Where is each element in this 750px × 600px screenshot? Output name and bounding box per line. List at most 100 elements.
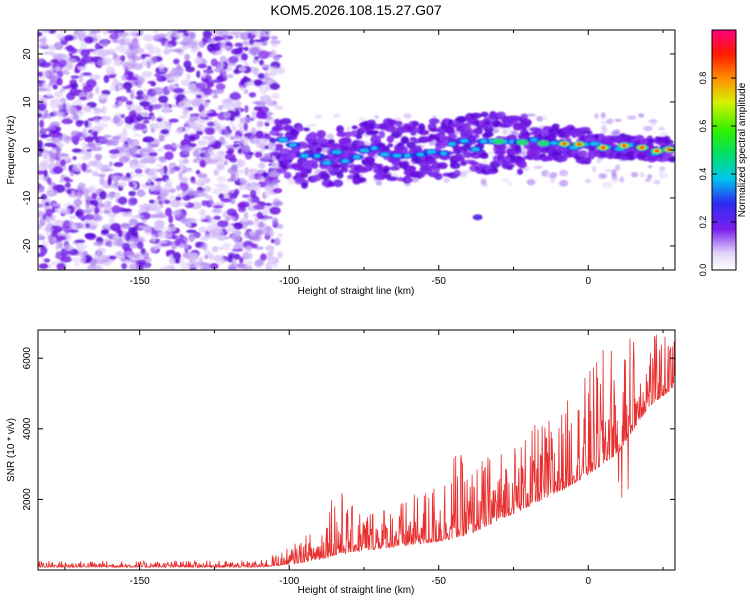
snr-axes: -150 -100 -50 0 2000 4000 6000 bbox=[22, 330, 675, 587]
noise-blob bbox=[51, 203, 61, 207]
band-blob bbox=[429, 127, 440, 132]
noise-blob bbox=[121, 95, 127, 101]
noise-blob bbox=[274, 105, 284, 110]
noise-blob bbox=[74, 69, 81, 74]
noise-blob bbox=[100, 115, 112, 122]
band-halo-blob bbox=[333, 113, 341, 118]
noise-blob bbox=[54, 33, 64, 39]
noise-blob bbox=[96, 247, 107, 254]
noise-blob bbox=[233, 222, 244, 230]
noise-blob bbox=[252, 67, 260, 77]
noise-blob bbox=[216, 220, 229, 228]
chart-title: KOM5.2026.108.15.27.G07 bbox=[270, 2, 441, 18]
noise-blob bbox=[38, 82, 43, 87]
band-blob bbox=[355, 133, 363, 140]
noise-blob bbox=[225, 125, 230, 130]
band-blob bbox=[418, 172, 426, 178]
noise-blob bbox=[155, 213, 164, 219]
band-blob bbox=[303, 162, 315, 170]
band-blob bbox=[397, 177, 405, 182]
noise-blob bbox=[173, 58, 180, 65]
noise-blob bbox=[94, 86, 100, 94]
band-core-cyan bbox=[550, 141, 559, 145]
noise-blob bbox=[188, 143, 197, 148]
noise-blob bbox=[178, 176, 189, 182]
noise-blob bbox=[158, 33, 167, 38]
noise-blob bbox=[43, 30, 50, 34]
noise-blob bbox=[195, 130, 204, 136]
noise-blob bbox=[215, 83, 226, 91]
noise-blob bbox=[150, 56, 158, 64]
noise-blob bbox=[101, 261, 111, 266]
band-halo-blob bbox=[639, 171, 646, 178]
noise-blob bbox=[81, 132, 89, 137]
noise-blob bbox=[238, 158, 243, 168]
noise-blob bbox=[256, 30, 266, 37]
noise-blob bbox=[168, 214, 174, 224]
noise-blob bbox=[174, 48, 183, 53]
band-core-red bbox=[639, 146, 645, 150]
noise-blob bbox=[77, 30, 87, 35]
band-blob bbox=[463, 151, 473, 159]
noise-blob bbox=[154, 219, 165, 229]
noise-blob bbox=[164, 151, 174, 161]
noise-blob bbox=[175, 196, 182, 201]
snr-xlabel: Height of straight line (km) bbox=[298, 585, 415, 596]
noise-blob bbox=[271, 42, 277, 48]
noise-blob bbox=[269, 263, 279, 268]
noise-blob bbox=[98, 173, 106, 178]
noise-blob bbox=[226, 35, 234, 40]
noise-blob bbox=[195, 169, 201, 175]
noise-blob bbox=[89, 259, 97, 267]
noise-blob bbox=[40, 193, 48, 200]
noise-blob bbox=[187, 261, 199, 269]
noise-blob bbox=[218, 246, 223, 251]
noise-blob bbox=[56, 262, 67, 270]
band-core-cyan bbox=[530, 138, 538, 142]
noise-blob bbox=[128, 190, 137, 197]
band-blob bbox=[332, 179, 344, 188]
noise-blob bbox=[258, 138, 269, 145]
noise-blob bbox=[168, 118, 179, 123]
noise-blob bbox=[85, 222, 91, 229]
noise-blob bbox=[158, 156, 167, 163]
noise-blob bbox=[49, 99, 61, 109]
noise-blob bbox=[68, 215, 76, 220]
noise-blob bbox=[222, 71, 228, 80]
noise-blob bbox=[54, 91, 63, 98]
band-halo-blob bbox=[400, 158, 410, 162]
noise-blob bbox=[211, 47, 221, 52]
snr-ytick-label: 2000 bbox=[22, 488, 33, 511]
noise-blob bbox=[80, 136, 85, 141]
noise-blob bbox=[104, 222, 112, 227]
band-halo-blob bbox=[619, 176, 625, 183]
noise-blob bbox=[118, 156, 130, 164]
noise-blob bbox=[62, 207, 71, 215]
noise-blob bbox=[239, 86, 246, 91]
noise-blob bbox=[105, 192, 117, 200]
noise-blob bbox=[126, 76, 138, 81]
noise-blob bbox=[84, 144, 90, 150]
noise-blob bbox=[91, 50, 101, 55]
noise-blob bbox=[198, 226, 207, 233]
band-halo-blob bbox=[542, 115, 548, 121]
band-blob bbox=[384, 124, 397, 133]
noise-blob bbox=[50, 148, 57, 152]
band-blob bbox=[452, 145, 463, 151]
noise-blob bbox=[142, 119, 150, 124]
noise-blob bbox=[176, 126, 184, 135]
noise-blob bbox=[185, 221, 192, 228]
band-halo-blob bbox=[606, 118, 614, 125]
noise-blob bbox=[231, 62, 237, 66]
noise-blob bbox=[128, 263, 141, 270]
noise-blob bbox=[101, 39, 109, 47]
band-halo-blob bbox=[549, 172, 558, 179]
noise-blob bbox=[197, 173, 208, 179]
noise-blob bbox=[186, 38, 194, 45]
noise-blob bbox=[197, 63, 207, 69]
noise-blob bbox=[170, 30, 181, 38]
noise-blob bbox=[199, 159, 206, 168]
noise-blob bbox=[168, 168, 176, 174]
noise-blob bbox=[133, 47, 145, 55]
noise-blob bbox=[191, 180, 197, 184]
